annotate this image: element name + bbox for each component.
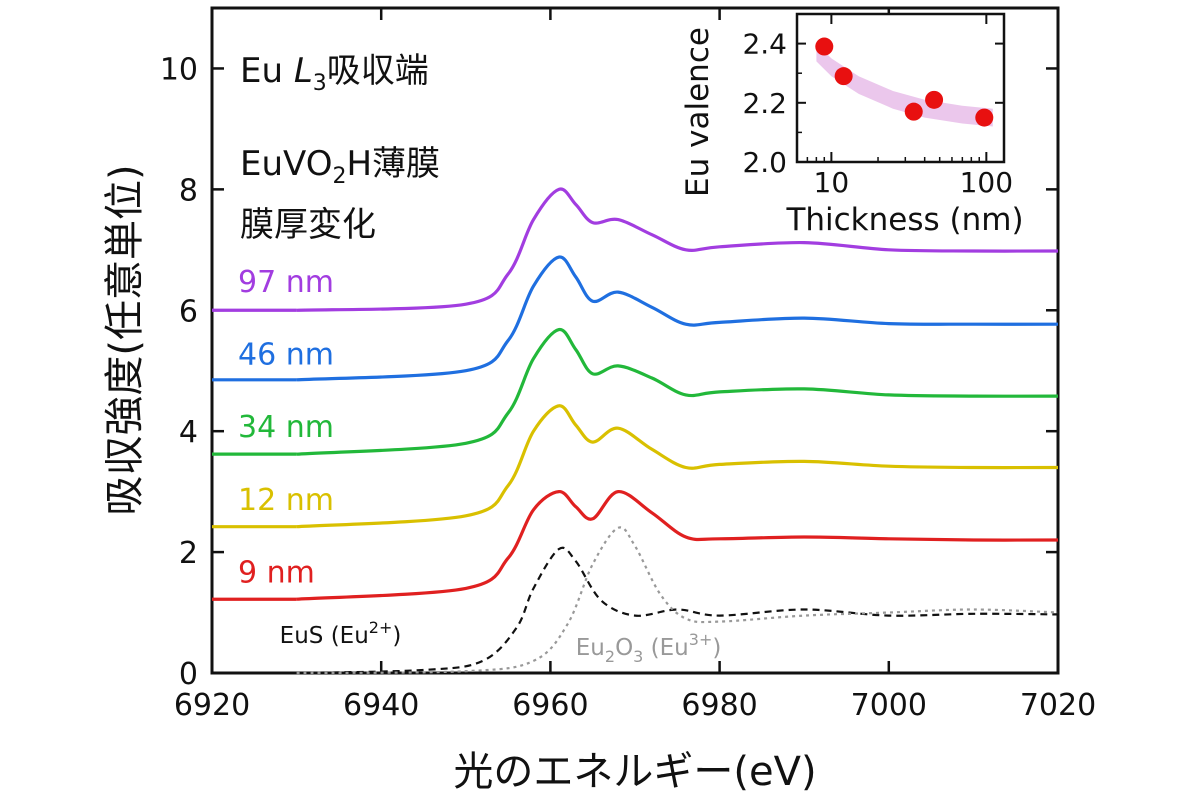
series-label-4: 9 nm (238, 555, 315, 590)
y-tick-label-3: 6 (179, 294, 198, 329)
main-series-labels: 97 nm 46 nm 34 nm 12 nm 9 nm (238, 265, 334, 590)
x-tick-label-5: 7020 (1020, 688, 1096, 723)
inset-frame (795, 12, 1006, 164)
inset-point-1 (834, 67, 853, 86)
inset-y-tick-label-1: 2.2 (742, 87, 787, 120)
x-tick-label-3: 6980 (681, 688, 757, 723)
series-line-34-nm (296, 327, 1059, 456)
edge-annotation: Eu L3吸収端 (240, 51, 429, 96)
inset-y-title: Eu valence (680, 27, 716, 197)
ref-label-eus: EuS (Eu2+) (280, 618, 402, 649)
y-axis-title: 吸収強度(任意単位) (102, 164, 148, 515)
series-label-1: 46 nm (238, 338, 334, 373)
sample-annotation: EuVO2H薄膜 (240, 144, 440, 189)
inset-point-3 (925, 90, 944, 109)
inset-y-tick-label-0: 2.0 (742, 146, 787, 179)
y-tick-label-0: 0 (179, 657, 198, 692)
inset-x-title: Thickness (nm) (785, 202, 1023, 238)
reference-line-0 (296, 546, 1059, 675)
main-series-group (212, 187, 1059, 675)
series-label-3: 12 nm (238, 483, 334, 518)
y-tick-label-1: 2 (179, 536, 198, 571)
ref-label-eu2o3: Eu2O3 (Eu3+) (576, 630, 722, 666)
inset-content: 2.0 2.2 2.4 10 100 (742, 13, 1013, 199)
main-plot-frame (210, 6, 1060, 675)
x-tick-label-2: 6960 (512, 688, 588, 723)
y-tick-label-2: 4 (179, 415, 198, 450)
inset-x-tick-label-0: 10 (814, 166, 850, 199)
inset-point-2 (904, 102, 923, 121)
series-label-0: 97 nm (238, 265, 334, 300)
inset-trend-band (816, 43, 993, 127)
x-axis-title: 光のエネルギー(eV) (453, 749, 816, 795)
series-line-46-nm (296, 255, 1059, 382)
inset-x-tick-label-1: 100 (960, 166, 1013, 199)
y-tick-label-4: 8 (179, 173, 198, 208)
series-line-97-nm (296, 187, 1059, 312)
series-label-2: 34 nm (238, 410, 334, 445)
inset-point-4 (975, 108, 994, 127)
inset-y-tick-label-2: 2.4 (742, 28, 787, 61)
series-line-9-nm (296, 490, 1059, 601)
thickness-annotation: 膜厚変化 (240, 205, 376, 245)
x-tick-label-4: 7000 (851, 688, 927, 723)
series-line-12-nm (296, 404, 1059, 529)
inset-point-0 (815, 37, 834, 56)
x-tick-label-0: 6920 (174, 688, 250, 723)
y-tick-label-5: 10 (160, 52, 198, 87)
x-tick-label-1: 6940 (343, 688, 419, 723)
